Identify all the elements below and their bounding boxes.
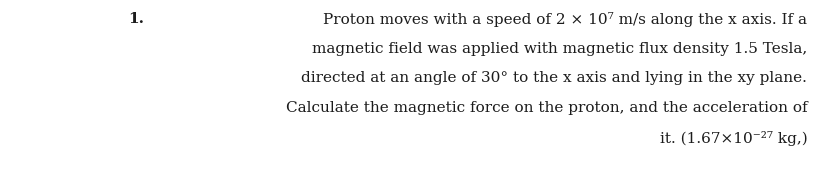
Text: directed at an angle of 30° to the x axis and lying in the xy plane.: directed at an angle of 30° to the x axi… (301, 71, 806, 85)
Text: magnetic field was applied with magnetic flux density 1.5 Tesla,: magnetic field was applied with magnetic… (312, 42, 806, 56)
Text: Proton moves with a speed of 2 × 10⁷ m/s along the x axis. If a: Proton moves with a speed of 2 × 10⁷ m/s… (323, 12, 806, 27)
Text: Calculate the magnetic force on the proton, and the acceleration of: Calculate the magnetic force on the prot… (285, 101, 806, 115)
Text: 1.: 1. (128, 12, 144, 26)
Text: it. (1.67×10⁻²⁷ kg,): it. (1.67×10⁻²⁷ kg,) (659, 131, 806, 146)
